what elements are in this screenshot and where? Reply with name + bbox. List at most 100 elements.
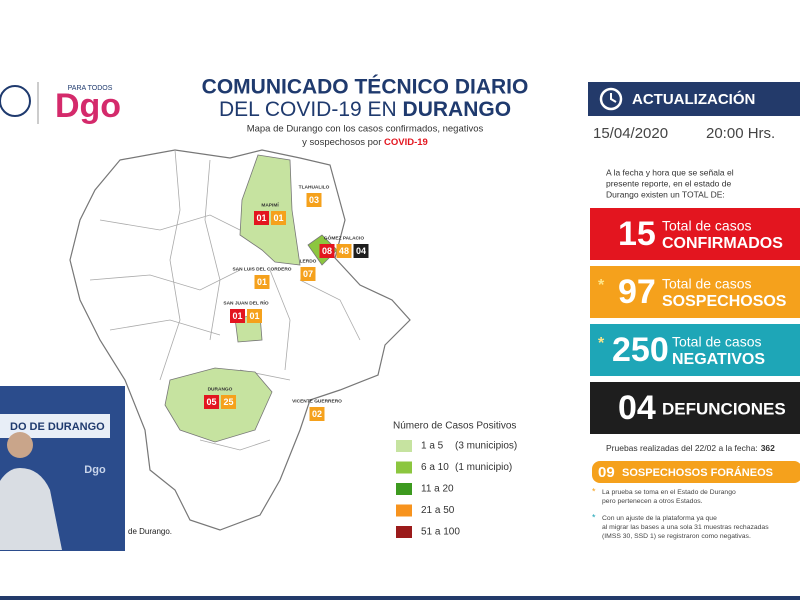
intro-line: A la fecha y hora que se señala el <box>606 167 734 177</box>
case-badge <box>254 211 269 225</box>
stat-number: 04 <box>618 389 656 427</box>
case-badge-text: 01 <box>232 311 242 321</box>
note-marker: * <box>592 486 596 496</box>
title-prefix: DEL COVID-19 EN <box>219 98 403 121</box>
tests-count: 362 <box>761 443 775 453</box>
note-line: Con un ajuste de la plataforma ya que <box>602 515 717 522</box>
video-logo: Dgo <box>84 464 106 476</box>
legend-swatch <box>396 440 412 452</box>
update-time: 20:00 Hrs. <box>706 125 775 142</box>
stat-number: 15 <box>618 215 656 253</box>
case-badge <box>300 267 316 281</box>
stat-number: 97 <box>618 273 656 311</box>
case-badge <box>353 244 369 258</box>
legend-title: Número de Casos Positivos <box>393 421 516 432</box>
legend-label: 51 a 100 <box>421 527 460 538</box>
foreign-number: 09 <box>598 464 615 481</box>
case-badge <box>230 309 245 323</box>
legend-swatch <box>396 461 412 474</box>
case-badge <box>254 275 270 289</box>
foreign-bar <box>592 461 800 483</box>
note-line: La prueba se toma en el Estado de Durang… <box>602 489 736 496</box>
stat-marker: * <box>598 277 605 294</box>
case-badge <box>271 211 286 225</box>
stat-box <box>590 324 800 376</box>
case-badge-text: 08 <box>322 246 332 256</box>
update-date: 15/04/2020 <box>593 125 668 142</box>
legend-label: 6 a 10 <box>421 462 449 473</box>
stat-line2: DEFUNCIONES <box>662 399 786 418</box>
stat-number: 250 <box>612 331 669 369</box>
stat-box <box>590 208 800 260</box>
logo-small: PARA TODOS <box>68 85 113 92</box>
legend-swatch <box>396 526 412 538</box>
case-badge-text: 01 <box>249 311 259 321</box>
stat-line2: NEGATIVOS <box>672 351 765 368</box>
legend: 1 a 5 (3 municipios) 6 a 10 (1 municipio)11… <box>396 440 517 538</box>
legend-swatch <box>396 483 412 495</box>
stat-marker: * <box>598 335 605 352</box>
case-badge-text: 02 <box>312 409 322 419</box>
case-badge-text: 48 <box>339 246 349 256</box>
logo: PARA TODOS Dgo <box>0 82 121 125</box>
municipality-name: GÓMEZ PALACIO <box>324 233 364 241</box>
case-badge-text: 04 <box>356 246 366 256</box>
notes: * La prueba se toma en el Estado de Duran… <box>592 486 769 539</box>
video-banner: DO DE DURANGO <box>10 421 105 433</box>
stat-line2: SOSPECHOSOS <box>662 293 787 310</box>
note-line: al migrar las bases a una sola 31 muestr… <box>602 524 769 531</box>
case-badge-text: 01 <box>256 213 266 223</box>
municipality-name: SAN LUIS DEL CORDERO <box>232 266 291 272</box>
subtitle: Mapa de Durango con los casos confirmado… <box>247 124 484 135</box>
intro-line: presente reporte, en el estado de <box>606 178 731 188</box>
case-badge <box>247 309 262 323</box>
legend-note: (1 municipio) <box>455 462 512 473</box>
foreign-label: SOSPECHOSOS FORÁNEOS <box>622 466 773 479</box>
municipality-name: VICENTE GUERRERO <box>292 398 342 404</box>
case-badge <box>319 244 335 258</box>
stat-line1: Total de casos <box>662 218 752 234</box>
stat-box <box>590 382 800 434</box>
stat-line1: Total de casos <box>672 334 762 350</box>
update-label: ACTUALIZACIÓN <box>632 90 755 108</box>
stat-line1: Total de casos <box>662 276 752 292</box>
note-line: (IMSS 30, SSD 1) se registraron como neg… <box>602 533 751 540</box>
legend-label: 21 a 50 <box>421 505 455 516</box>
clock-hands <box>610 93 617 103</box>
video-inset: DO DE DURANGO Dgo de Durango. <box>0 386 172 551</box>
case-badge <box>221 395 236 409</box>
clock-icon <box>599 87 623 111</box>
subtitle-emph: COVID-19 <box>384 137 428 148</box>
municipality-name: MAPIMÍ <box>261 200 279 208</box>
logo-big: Dgo <box>55 87 121 125</box>
mapimi-area <box>239 154 301 266</box>
municipal-borders <box>89 149 361 451</box>
case-badge <box>336 244 352 258</box>
case-badge <box>204 395 219 409</box>
subtitle-line2: y sospechosos por COVID-19 <box>302 137 428 148</box>
municipality-name: TLAHUALILO <box>299 184 330 190</box>
case-badge-text: 01 <box>257 277 267 287</box>
legend-note: (3 municipios) <box>455 441 517 452</box>
legend-swatch <box>396 504 412 517</box>
case-badge-text: 25 <box>223 397 233 407</box>
title: COMUNICADO TÉCNICO DIARIO <box>202 76 529 99</box>
legend-label: 11 a 20 <box>421 484 454 495</box>
case-badge-text: 03 <box>309 195 319 205</box>
note-line: pero pertenecen a otros Estados. <box>602 498 703 505</box>
map-labels: TLAHUALILO 03 MAPIMÍ 01 01 GÓMEZ PALACIO 08 48 0… <box>204 184 369 421</box>
case-badge-text: 01 <box>273 213 283 223</box>
subtitle-prefix: y sospechosos por <box>302 137 384 148</box>
intro: A la fecha y hora que se señala elpresen… <box>606 167 734 199</box>
municipality-name: DURANGO <box>208 386 233 392</box>
stat-box <box>590 266 800 318</box>
legend-label: 1 a 5 <box>421 441 444 452</box>
note-marker: * <box>592 512 596 522</box>
municipality-name: LERDO <box>300 258 317 264</box>
update-bar <box>588 82 800 116</box>
title-line2: DEL COVID-19 EN DURANGO <box>219 98 511 121</box>
municipality-name: SAN JUAN DEL RÍO <box>223 298 268 306</box>
title-emph: DURANGO <box>403 98 512 121</box>
